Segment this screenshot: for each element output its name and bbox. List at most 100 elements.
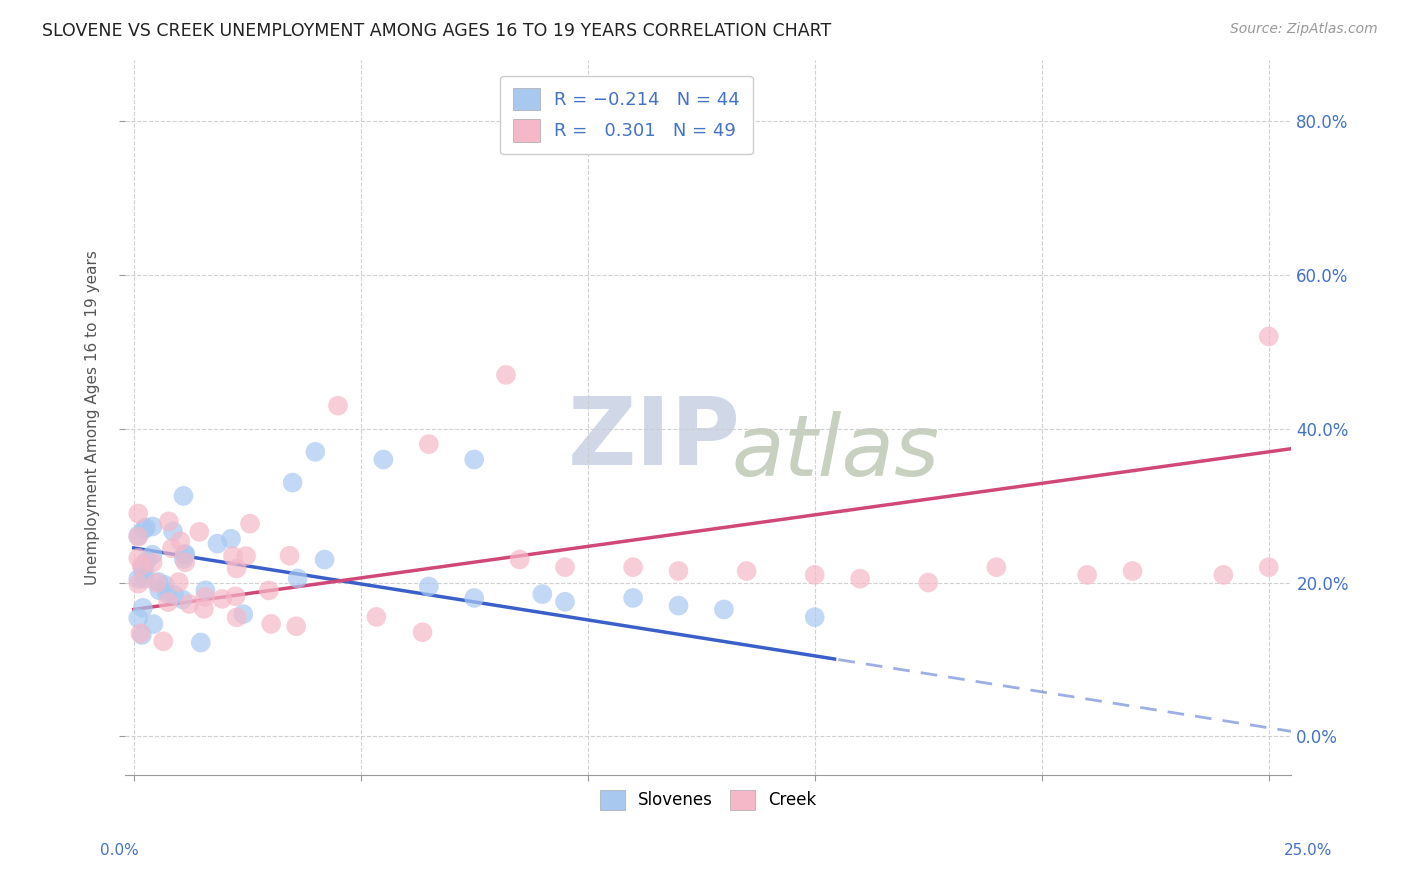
Point bbox=[193, 602, 215, 616]
Point bbox=[127, 576, 149, 591]
Point bbox=[152, 634, 174, 648]
Point bbox=[225, 561, 247, 575]
Point bbox=[135, 553, 157, 567]
Point bbox=[134, 572, 156, 586]
Point bbox=[169, 534, 191, 549]
Point bbox=[157, 515, 180, 529]
Point bbox=[304, 445, 326, 459]
Point bbox=[373, 452, 395, 467]
Point bbox=[179, 597, 201, 611]
Point bbox=[127, 530, 149, 544]
Point bbox=[142, 556, 165, 570]
Point bbox=[1076, 567, 1098, 582]
Point bbox=[134, 565, 156, 579]
Point bbox=[1257, 560, 1279, 574]
Point bbox=[986, 560, 1008, 574]
Point bbox=[495, 368, 517, 382]
Point bbox=[621, 560, 644, 574]
Point bbox=[127, 550, 149, 565]
Point bbox=[531, 587, 554, 601]
Point bbox=[463, 591, 485, 605]
Point bbox=[314, 552, 336, 566]
Point bbox=[554, 595, 576, 609]
Point bbox=[132, 560, 155, 574]
Text: SLOVENE VS CREEK UNEMPLOYMENT AMONG AGES 16 TO 19 YEARS CORRELATION CHART: SLOVENE VS CREEK UNEMPLOYMENT AMONG AGES… bbox=[42, 22, 831, 40]
Point bbox=[463, 452, 485, 467]
Legend: Slovenes, Creek: Slovenes, Creek bbox=[593, 783, 823, 816]
Text: Source: ZipAtlas.com: Source: ZipAtlas.com bbox=[1230, 22, 1378, 37]
Point bbox=[668, 564, 690, 578]
Point bbox=[235, 549, 257, 563]
Point bbox=[207, 536, 229, 550]
Point bbox=[554, 560, 576, 574]
Point bbox=[1257, 329, 1279, 343]
Point bbox=[131, 558, 153, 573]
Point bbox=[239, 516, 262, 531]
Point bbox=[145, 575, 167, 590]
Point bbox=[285, 619, 308, 633]
Point bbox=[174, 547, 197, 561]
Text: atlas: atlas bbox=[731, 411, 939, 494]
Point bbox=[135, 520, 157, 534]
Point bbox=[668, 599, 690, 613]
Text: 25.0%: 25.0% bbox=[1284, 843, 1331, 858]
Point bbox=[225, 610, 247, 624]
Point bbox=[127, 611, 149, 625]
Point bbox=[174, 555, 197, 569]
Point bbox=[418, 437, 440, 451]
Point bbox=[287, 571, 309, 585]
Point bbox=[194, 583, 217, 598]
Point bbox=[172, 489, 194, 503]
Point bbox=[412, 625, 434, 640]
Point bbox=[173, 548, 195, 562]
Point bbox=[1212, 567, 1234, 582]
Y-axis label: Unemployment Among Ages 16 to 19 years: Unemployment Among Ages 16 to 19 years bbox=[86, 250, 100, 584]
Point bbox=[194, 590, 217, 604]
Point bbox=[735, 564, 758, 578]
Point bbox=[157, 595, 180, 609]
Point bbox=[366, 610, 388, 624]
Point bbox=[849, 572, 872, 586]
Point bbox=[278, 549, 301, 563]
Point bbox=[232, 607, 254, 621]
Point bbox=[917, 575, 939, 590]
Point bbox=[142, 617, 165, 632]
Point bbox=[281, 475, 304, 490]
Point bbox=[1122, 564, 1144, 578]
Text: 0.0%: 0.0% bbox=[100, 843, 139, 858]
Point bbox=[163, 588, 186, 602]
Point bbox=[156, 586, 179, 600]
Point bbox=[211, 591, 233, 606]
Point bbox=[803, 610, 825, 624]
Point bbox=[131, 628, 153, 642]
Point bbox=[153, 578, 176, 592]
Point bbox=[162, 524, 184, 539]
Point bbox=[172, 592, 194, 607]
Point bbox=[257, 583, 280, 598]
Point bbox=[127, 572, 149, 586]
Point bbox=[167, 575, 190, 590]
Point bbox=[132, 600, 155, 615]
Point bbox=[418, 579, 440, 593]
Point bbox=[148, 574, 170, 589]
Point bbox=[141, 548, 163, 562]
Point bbox=[173, 552, 195, 566]
Point bbox=[222, 549, 245, 563]
Text: ZIP: ZIP bbox=[568, 392, 741, 484]
Point bbox=[127, 528, 149, 542]
Point bbox=[803, 567, 825, 582]
Point bbox=[713, 602, 735, 616]
Point bbox=[326, 399, 349, 413]
Point bbox=[621, 591, 644, 605]
Point bbox=[224, 590, 246, 604]
Point bbox=[127, 507, 149, 521]
Point bbox=[260, 616, 283, 631]
Point bbox=[129, 626, 152, 640]
Point bbox=[160, 541, 183, 556]
Point bbox=[219, 532, 242, 546]
Point bbox=[148, 583, 170, 598]
Point bbox=[132, 523, 155, 537]
Point bbox=[188, 524, 211, 539]
Point bbox=[141, 519, 163, 533]
Point bbox=[509, 552, 531, 566]
